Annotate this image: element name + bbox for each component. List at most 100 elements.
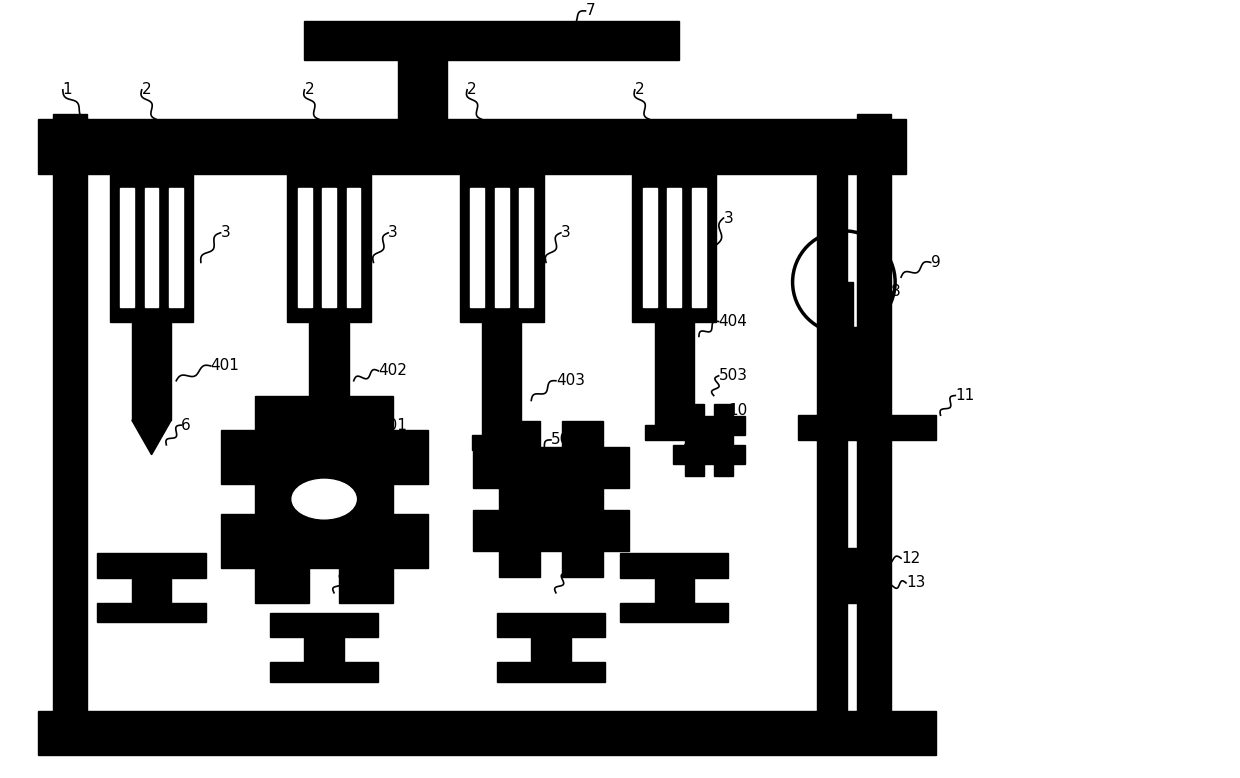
Bar bbox=[304, 21, 680, 60]
Bar bbox=[346, 188, 361, 307]
Bar bbox=[500, 551, 539, 576]
Bar bbox=[837, 548, 867, 578]
Bar bbox=[733, 415, 745, 435]
Bar bbox=[236, 450, 263, 478]
Text: 403: 403 bbox=[556, 373, 585, 388]
Bar bbox=[221, 430, 255, 484]
Text: 401: 401 bbox=[211, 359, 239, 373]
Bar bbox=[857, 114, 892, 716]
Bar bbox=[562, 422, 603, 447]
Text: 6: 6 bbox=[343, 566, 353, 580]
Bar bbox=[97, 603, 206, 622]
Bar bbox=[817, 124, 847, 716]
Text: 404: 404 bbox=[719, 314, 748, 329]
Text: 10: 10 bbox=[728, 403, 748, 418]
Bar bbox=[684, 415, 733, 464]
Bar bbox=[520, 188, 533, 307]
Bar bbox=[236, 520, 263, 548]
Bar bbox=[474, 510, 500, 551]
Bar bbox=[304, 637, 343, 662]
Bar bbox=[221, 514, 255, 568]
Bar bbox=[596, 514, 618, 535]
Bar bbox=[339, 395, 393, 430]
Text: 11: 11 bbox=[955, 388, 975, 403]
Text: 6: 6 bbox=[181, 418, 191, 433]
Text: 501: 501 bbox=[378, 418, 407, 433]
Bar bbox=[531, 637, 570, 662]
Bar bbox=[684, 404, 703, 415]
Bar bbox=[53, 114, 88, 716]
Bar bbox=[131, 321, 171, 420]
Bar bbox=[672, 415, 684, 435]
Bar bbox=[482, 321, 521, 440]
Bar bbox=[667, 188, 681, 307]
Text: 2: 2 bbox=[467, 82, 476, 97]
Bar bbox=[603, 510, 629, 551]
Bar bbox=[485, 463, 506, 484]
Bar bbox=[495, 188, 508, 307]
Bar bbox=[300, 440, 358, 454]
Bar bbox=[733, 445, 745, 464]
Text: 2: 2 bbox=[304, 82, 314, 97]
Text: 2: 2 bbox=[635, 82, 645, 97]
Bar bbox=[500, 447, 603, 551]
Bar bbox=[645, 425, 704, 440]
Text: 1: 1 bbox=[63, 82, 72, 97]
Bar bbox=[485, 514, 506, 535]
Text: 8: 8 bbox=[892, 285, 900, 300]
Bar bbox=[620, 603, 728, 622]
Bar bbox=[832, 327, 857, 415]
Bar bbox=[38, 711, 936, 755]
Bar bbox=[692, 188, 706, 307]
Bar bbox=[678, 423, 687, 433]
Text: 6: 6 bbox=[565, 566, 575, 580]
Ellipse shape bbox=[293, 479, 356, 519]
Bar bbox=[145, 188, 159, 307]
Bar bbox=[255, 430, 393, 568]
Bar bbox=[470, 188, 484, 307]
Bar bbox=[655, 578, 694, 603]
Bar bbox=[384, 450, 413, 478]
Bar bbox=[730, 423, 740, 433]
Text: 3: 3 bbox=[560, 226, 570, 240]
Bar bbox=[322, 188, 336, 307]
Bar bbox=[460, 173, 543, 321]
Text: 9: 9 bbox=[931, 255, 940, 270]
Bar bbox=[309, 321, 348, 445]
Bar bbox=[120, 188, 134, 307]
Bar bbox=[562, 551, 603, 576]
Text: 12: 12 bbox=[901, 551, 920, 566]
Bar bbox=[255, 395, 309, 430]
Bar bbox=[384, 520, 413, 548]
Bar bbox=[398, 40, 448, 119]
Bar bbox=[131, 578, 171, 603]
Polygon shape bbox=[131, 420, 171, 454]
Bar bbox=[632, 173, 717, 321]
Text: 3: 3 bbox=[221, 226, 231, 240]
Bar bbox=[837, 578, 867, 603]
Bar bbox=[169, 188, 182, 307]
Bar bbox=[393, 514, 428, 568]
Text: 6: 6 bbox=[704, 422, 713, 437]
Bar bbox=[835, 282, 853, 327]
Text: 3: 3 bbox=[724, 211, 733, 226]
Text: 7: 7 bbox=[585, 3, 595, 19]
Bar bbox=[298, 188, 311, 307]
Bar bbox=[678, 447, 687, 457]
Text: 502: 502 bbox=[551, 433, 580, 447]
Text: 402: 402 bbox=[378, 363, 407, 378]
Bar bbox=[497, 612, 605, 637]
Bar bbox=[97, 553, 206, 578]
Bar bbox=[655, 321, 694, 430]
Bar bbox=[596, 463, 618, 484]
Bar bbox=[255, 568, 309, 603]
Bar bbox=[497, 662, 605, 682]
Bar bbox=[38, 119, 906, 173]
Bar bbox=[474, 447, 500, 488]
Text: 2: 2 bbox=[141, 82, 151, 97]
Bar bbox=[500, 422, 539, 447]
Bar bbox=[684, 464, 703, 476]
Bar bbox=[620, 553, 728, 578]
Bar bbox=[714, 404, 733, 415]
Bar bbox=[642, 188, 657, 307]
